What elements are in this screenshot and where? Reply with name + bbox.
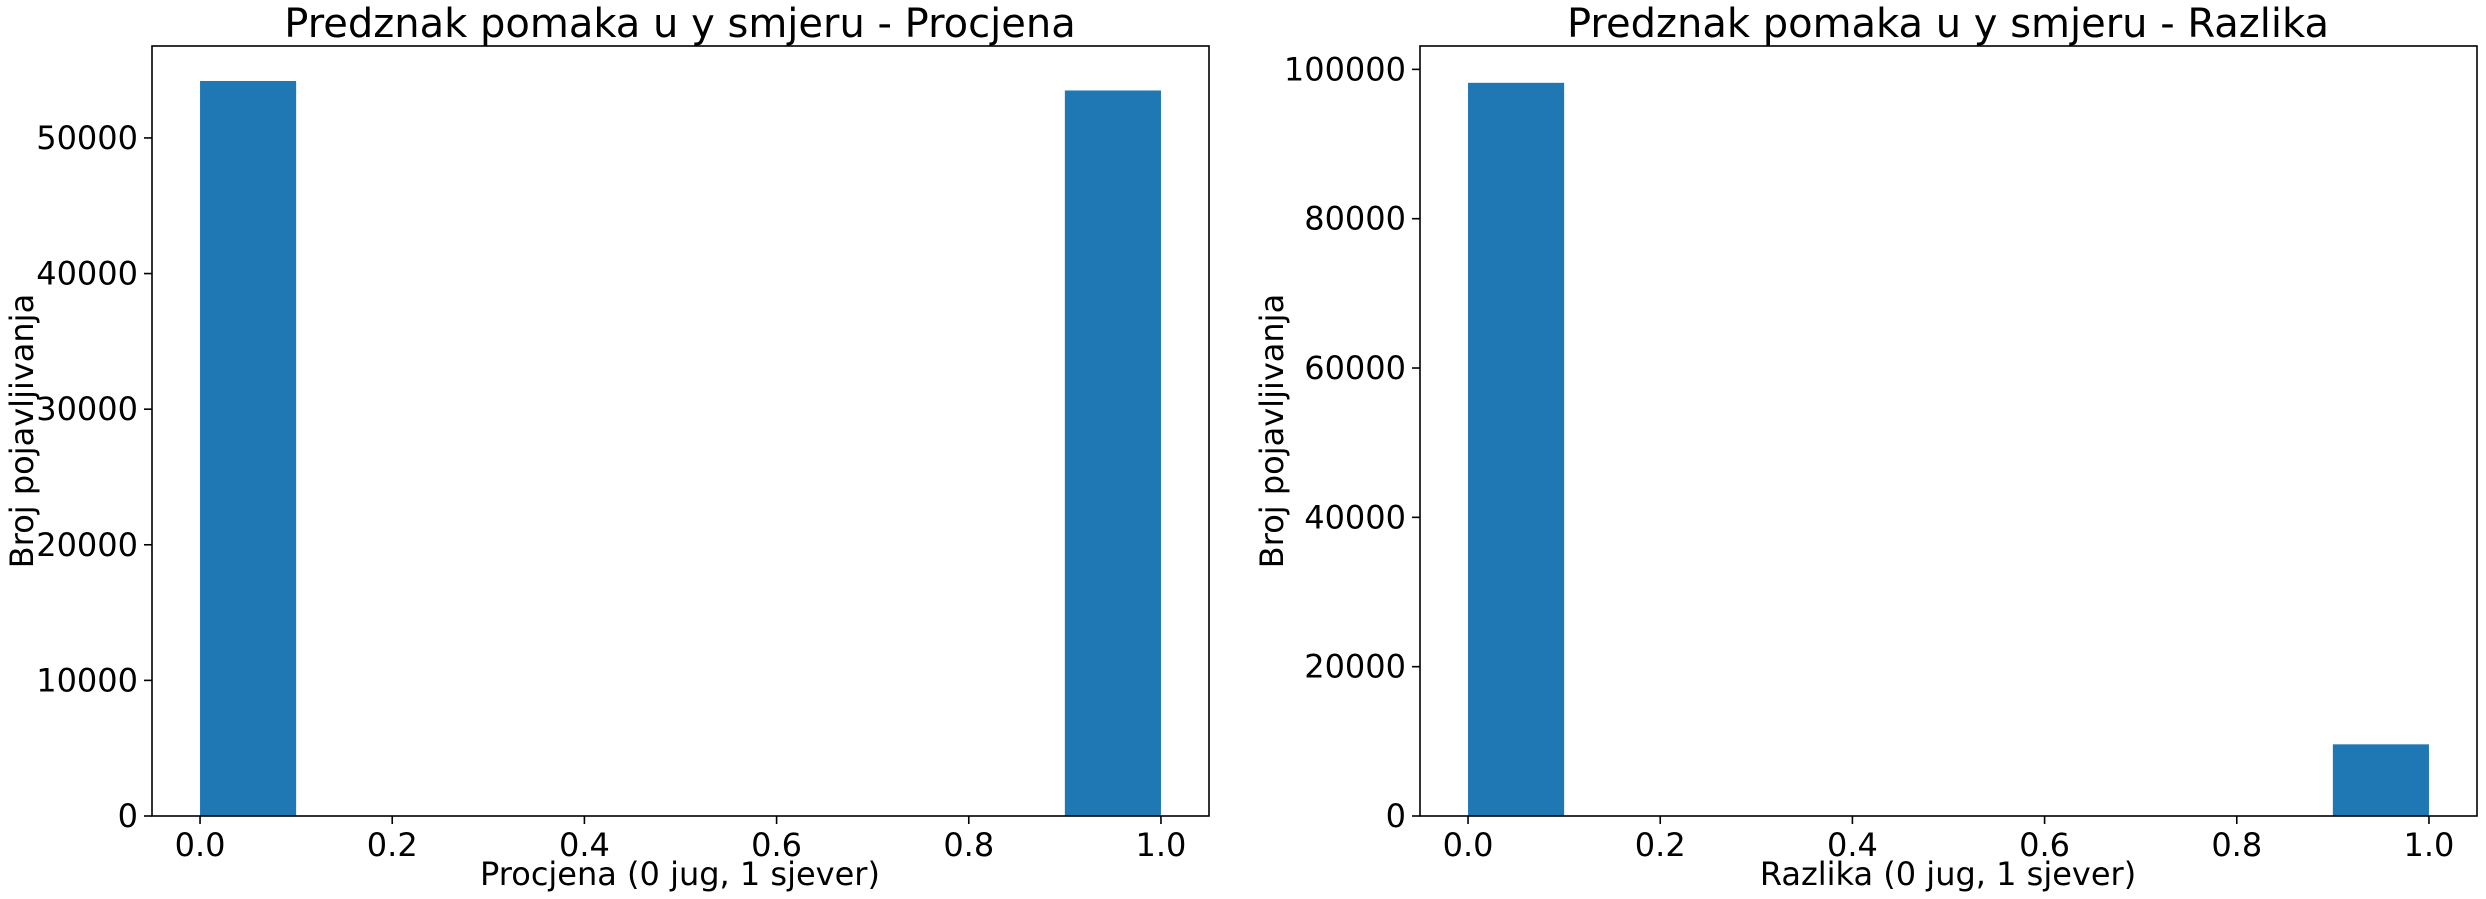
x-tick-label: 0.6 bbox=[2019, 826, 2070, 864]
x-tick-label: 0.4 bbox=[1827, 826, 1878, 864]
bars bbox=[200, 80, 1161, 816]
y-axis-ticks: 0 10000 20000 30000 40000 50000 bbox=[36, 119, 152, 835]
y-tick-label: 60000 bbox=[1304, 349, 1406, 387]
y-axis-label: Broj pojavljivanja bbox=[3, 294, 41, 568]
x-tick-label: 0.8 bbox=[943, 826, 994, 864]
chart-title: Predznak pomaka u y smjeru - Razlika bbox=[1567, 1, 2329, 47]
y-tick-label: 100000 bbox=[1284, 50, 1406, 88]
bar bbox=[1064, 90, 1161, 816]
bar bbox=[1468, 82, 1565, 816]
x-axis-ticks: 0.0 0.2 0.4 0.6 0.8 1.0 bbox=[175, 816, 1187, 864]
y-tick-label: 0 bbox=[118, 797, 138, 835]
bars bbox=[1468, 82, 2429, 816]
y-tick-label: 50000 bbox=[36, 119, 138, 157]
y-tick-label: 40000 bbox=[36, 255, 138, 293]
bar bbox=[200, 80, 297, 816]
x-tick-label: 0.0 bbox=[175, 826, 226, 864]
chart-panel-procjena: Predznak pomaka u y smjeru - Procjena 0 1… bbox=[3, 1, 1210, 893]
x-tick-label: 0.6 bbox=[751, 826, 802, 864]
y-axis-ticks: 0 20000 40000 60000 80000 100000 bbox=[1284, 50, 1420, 835]
y-tick-label: 40000 bbox=[1304, 498, 1406, 536]
plot-frame bbox=[1419, 45, 2478, 817]
y-tick-label: 80000 bbox=[1304, 200, 1406, 238]
x-tick-label: 0.2 bbox=[1635, 826, 1686, 864]
x-tick-label: 1.0 bbox=[2404, 826, 2455, 864]
x-tick-label: 0.0 bbox=[1443, 826, 1494, 864]
y-tick-label: 10000 bbox=[36, 661, 138, 699]
y-tick-label: 20000 bbox=[1304, 648, 1406, 686]
y-tick-label: 20000 bbox=[36, 526, 138, 564]
chart-title: Predznak pomaka u y smjeru - Procjena bbox=[284, 1, 1075, 47]
x-tick-label: 0.8 bbox=[2211, 826, 2262, 864]
plot-frame bbox=[151, 45, 1210, 817]
x-axis-ticks: 0.0 0.2 0.4 0.6 0.8 1.0 bbox=[1443, 816, 2455, 864]
bar bbox=[2332, 744, 2429, 816]
x-axis-label: Razlika (0 jug, 1 sjever) bbox=[1760, 855, 2136, 893]
x-tick-label: 1.0 bbox=[1136, 826, 1187, 864]
y-tick-label: 0 bbox=[1386, 797, 1406, 835]
y-tick-label: 30000 bbox=[36, 390, 138, 428]
chart-panel-razlika: Predznak pomaka u y smjeru - Razlika 0 20… bbox=[1253, 1, 2478, 893]
x-tick-label: 0.2 bbox=[367, 826, 418, 864]
x-tick-label: 0.4 bbox=[559, 826, 610, 864]
x-axis-label: Procjena (0 jug, 1 sjever) bbox=[480, 855, 880, 893]
y-axis-label: Broj pojavljivanja bbox=[1253, 294, 1291, 568]
